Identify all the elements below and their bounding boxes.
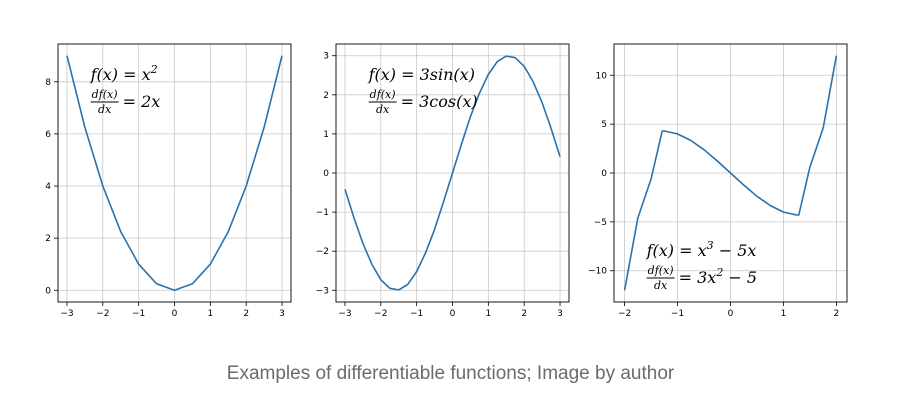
derivative-denominator: dx (654, 279, 668, 292)
x-tick-label: 1 (781, 309, 787, 319)
derivative-denominator: dx (98, 103, 112, 116)
y-tick-label: −2 (316, 247, 329, 257)
y-tick-label: 1 (323, 130, 329, 140)
x-tick-label: 2 (834, 309, 840, 319)
y-tick-label: 5 (601, 120, 607, 130)
function-annotation: f(x) = x3 − 5x (646, 239, 757, 260)
derivative-annotation: = 3x2 − 5 (679, 266, 757, 287)
y-tick-label: −1 (316, 208, 329, 218)
y-tick-label: 0 (601, 169, 607, 179)
x-tick-label: −2 (374, 309, 387, 319)
figure-caption: Examples of differentiable functions; Im… (226, 363, 675, 384)
derivative-annotation: = 2x (123, 92, 161, 111)
y-tick-label: 2 (45, 234, 51, 244)
series-line (623, 55, 838, 291)
derivative-numerator: df(x) (370, 88, 396, 101)
x-tick-label: −2 (96, 309, 109, 319)
x-tick-label: −3 (338, 309, 351, 319)
x-tick-label: −1 (671, 309, 684, 319)
x-tick-label: −2 (618, 309, 631, 319)
y-tick-label: 3 (323, 52, 329, 62)
derivative-numerator: df(x) (92, 88, 118, 101)
y-tick-label: −5 (594, 218, 607, 228)
y-tick-label: 0 (323, 169, 329, 179)
x-tick-label: −1 (132, 309, 145, 319)
x-tick-label: 3 (557, 309, 563, 319)
x-tick-label: −1 (410, 309, 423, 319)
subplot-sine: −3 −2 −1 0 1 2 3 −3 −2 −1 0 1 2 3 f(x) = 3sin(x) df(x) d… (316, 43, 570, 319)
x-tick-label: 1 (207, 309, 213, 319)
y-tick-label: 8 (45, 78, 51, 88)
y-tick-label: 4 (45, 182, 51, 192)
x-tick-label: 2 (243, 309, 249, 319)
function-annotation: f(x) = 3sin(x) (368, 65, 475, 84)
series-line (344, 55, 561, 291)
x-tick-label: 0 (450, 309, 456, 319)
series-line (66, 55, 283, 292)
y-tick-label: 0 (45, 286, 51, 296)
x-tick-label: 2 (521, 309, 527, 319)
derivative-numerator: df(x) (648, 264, 674, 277)
x-tick-label: 0 (728, 309, 734, 319)
y-tick-label: −10 (588, 267, 607, 277)
subplot-square: −3 −2 −1 0 1 2 3 0 2 4 6 8 f(x) = x2 df(x) dx = 2x (45, 43, 292, 319)
y-tick-label: 10 (596, 71, 608, 81)
function-annotation: f(x) = x2 (90, 63, 158, 84)
y-tick-label: 2 (323, 91, 329, 101)
x-tick-label: 0 (172, 309, 178, 319)
x-tick-label: 1 (485, 309, 491, 319)
y-tick-label: 6 (45, 130, 51, 140)
y-tick-label: −3 (316, 286, 329, 296)
derivative-annotation: = 3cos(x) (401, 92, 478, 111)
derivative-denominator: dx (376, 103, 390, 116)
x-tick-label: −3 (60, 309, 73, 319)
x-tick-label: 3 (279, 309, 285, 319)
